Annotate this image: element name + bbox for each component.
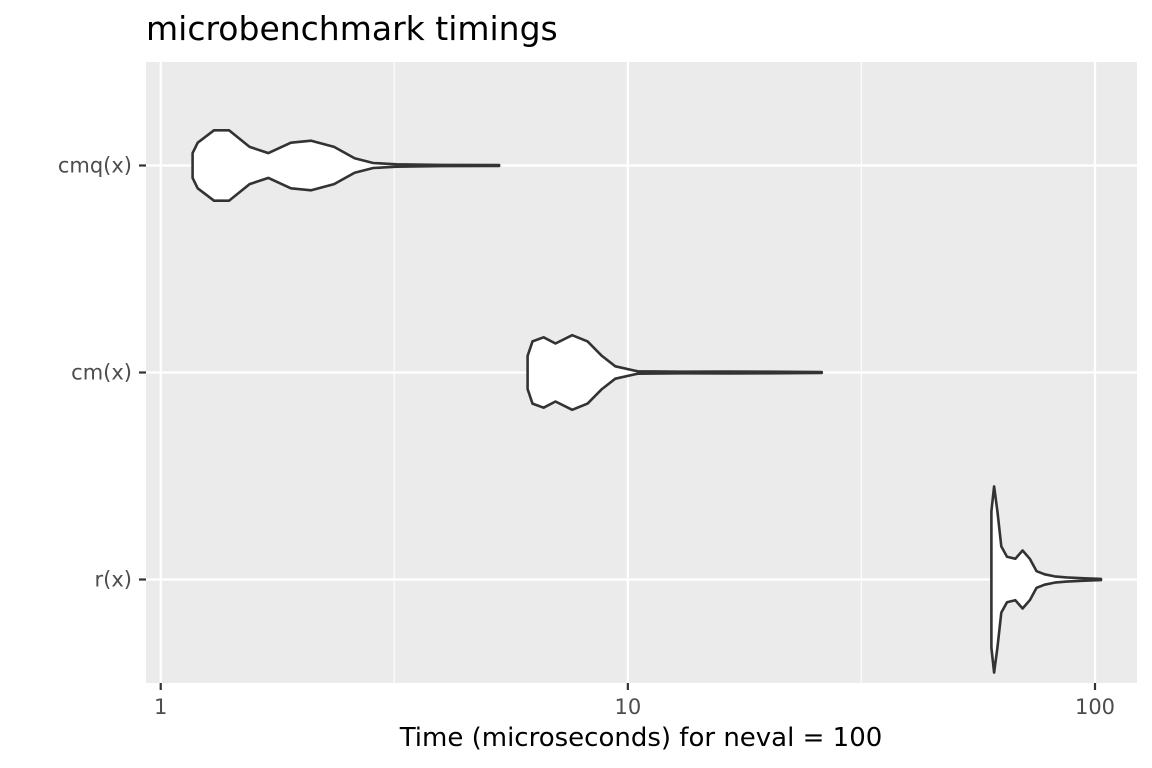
violin-cmqx (191, 129, 501, 202)
chart-title: microbenchmark timings (146, 9, 558, 48)
axes: cmq(x) cm(x) r(x) 1 10 100 (58, 154, 1115, 720)
violin-rx (990, 485, 1103, 674)
y-tick-label: r(x) (95, 568, 132, 592)
x-tick-label: 100 (1075, 695, 1115, 719)
y-tick-label: cmq(x) (58, 154, 132, 178)
violins (191, 129, 1103, 674)
grid-lines (146, 62, 1137, 683)
violin-cmx (526, 333, 823, 412)
y-tick-label: cm(x) (71, 361, 132, 385)
x-tick-label: 10 (614, 695, 641, 719)
x-axis-title: Time (microseconds) for neval = 100 (399, 723, 883, 753)
x-tick-label: 1 (154, 695, 167, 719)
